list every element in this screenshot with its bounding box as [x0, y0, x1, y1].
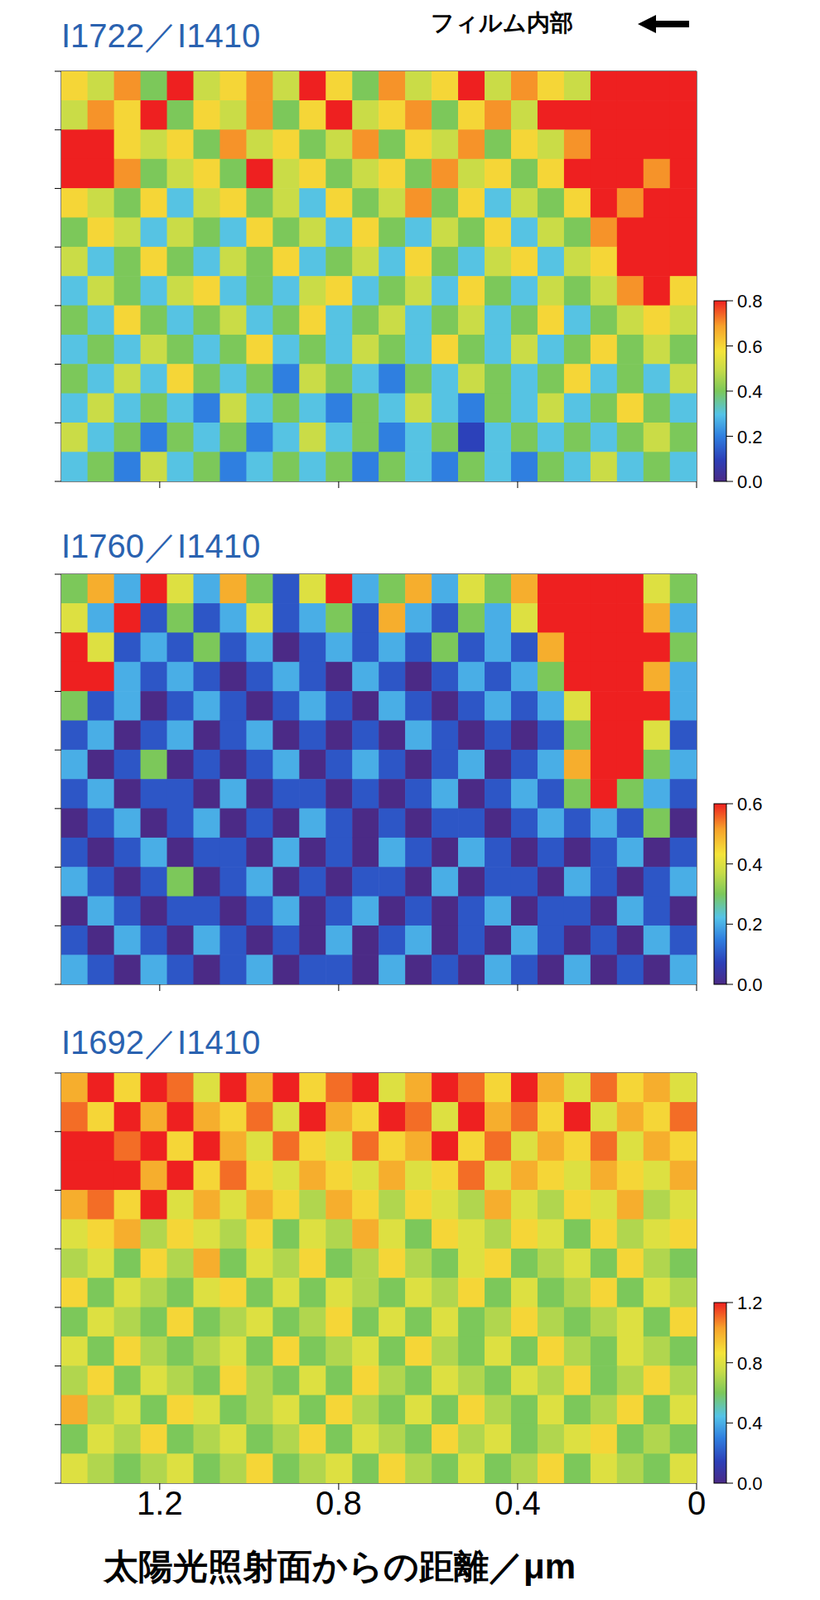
html-text:I1722／I1410: I1722／I1410 [61, 17, 261, 54]
html-text:I1692／I1410: I1692／I1410 [61, 1023, 261, 1061]
svg-text:0.2: 0.2 [737, 426, 763, 448]
svg-text:1.2: 1.2 [737, 1292, 763, 1313]
html-text:太陽光照射面からの距離／μm: 太陽光照射面からの距離／μm [103, 1546, 576, 1586]
svg-text:0.6: 0.6 [737, 793, 763, 815]
svg-text:0.0: 0.0 [737, 471, 763, 492]
svg-text:0.4: 0.4 [737, 381, 763, 402]
svg-text:0.0: 0.0 [737, 1472, 763, 1494]
html-text:I1760／I1410: I1760／I1410 [61, 527, 261, 565]
svg-text:0.8: 0.8 [315, 1484, 362, 1521]
svg-text:0.8: 0.8 [737, 290, 763, 312]
svg-text:0.8: 0.8 [737, 1352, 763, 1374]
html-text:フィルム内部: フィルム内部 [430, 9, 574, 36]
svg-text:0.4: 0.4 [737, 1412, 763, 1433]
svg-text:0.4: 0.4 [737, 853, 763, 875]
svg-text:0.6: 0.6 [737, 336, 763, 357]
svg-text:0.4: 0.4 [494, 1484, 541, 1521]
svg-text:1.2: 1.2 [136, 1484, 184, 1521]
svg-text:0.2: 0.2 [737, 913, 763, 935]
svg-text:0.0: 0.0 [737, 974, 763, 995]
svg-text:0: 0 [687, 1484, 706, 1521]
